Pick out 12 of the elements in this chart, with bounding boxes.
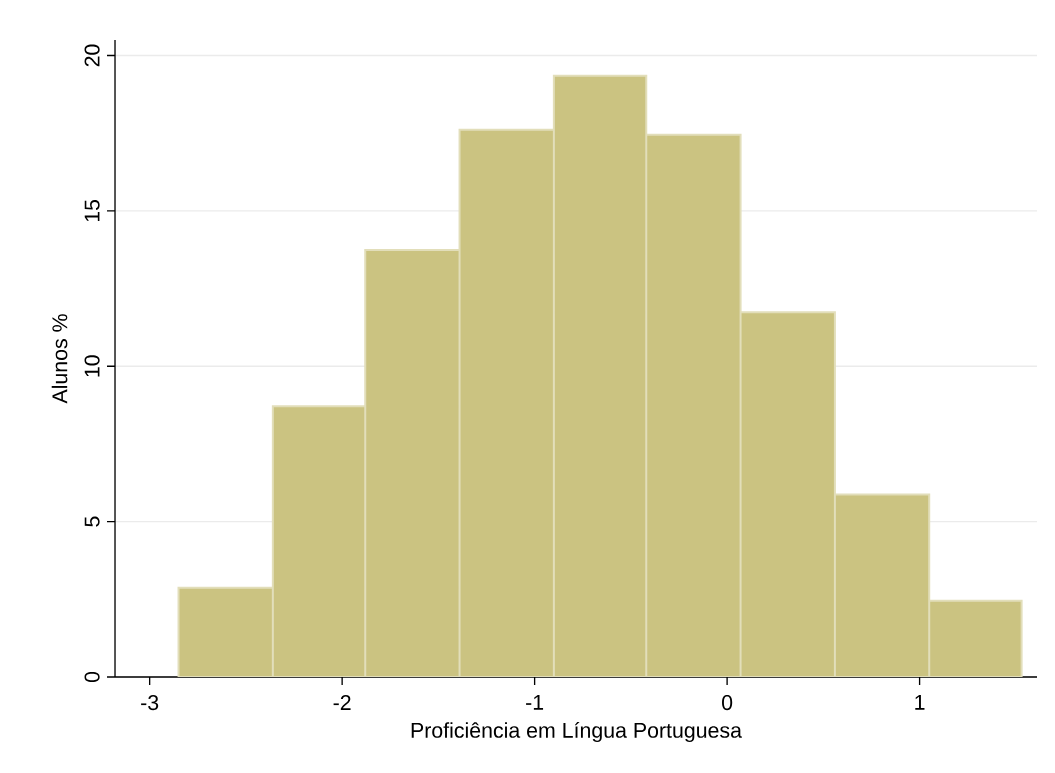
y-tick-label: 0: [84, 671, 100, 683]
y-tick-label: 10: [84, 355, 100, 377]
x-tick-label: 1: [915, 695, 925, 710]
y-tick-label: 20: [84, 44, 100, 67]
x-tick-label: -3: [141, 695, 159, 711]
x-tick-label: -1: [526, 695, 544, 710]
x-tick-label: 0: [722, 695, 733, 711]
x-tick-label: -2: [333, 695, 351, 710]
y-tick-label: 15: [84, 199, 100, 222]
y-tick-label: 5: [84, 516, 100, 527]
x-axis-title: Proficiência em Língua Portuguesa: [411, 721, 742, 743]
y-axis-title: Alunos %: [51, 314, 68, 404]
